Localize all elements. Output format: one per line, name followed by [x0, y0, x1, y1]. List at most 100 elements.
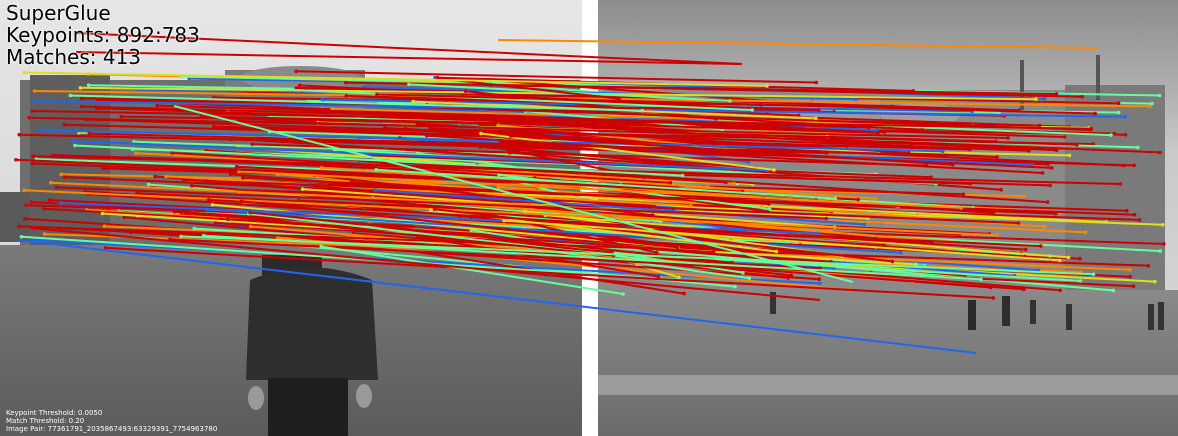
- match-line: [376, 168, 836, 200]
- keypoint-dot: [1046, 162, 1050, 167]
- keypoint-dot: [241, 175, 245, 180]
- keypoint-dot: [816, 108, 821, 112]
- keypoint-dot: [1078, 279, 1082, 283]
- keypoint-dot: [374, 168, 379, 172]
- keypoint-dot: [212, 124, 216, 129]
- keypoint-dot: [319, 244, 324, 249]
- keypoint-dot: [671, 207, 676, 211]
- keypoint-dot: [32, 89, 37, 93]
- match-line: [105, 246, 994, 299]
- keypoint-dot: [1157, 93, 1162, 98]
- keypoint-dot: [890, 259, 895, 264]
- match-line: [504, 219, 1060, 262]
- match-line: [206, 208, 901, 254]
- parameters-block: Keypoint Threshold: 0.0050 Match Thresho…: [6, 409, 217, 433]
- keypoint-dot: [796, 113, 801, 118]
- keypoint-dot: [237, 169, 241, 174]
- keypoint-dot: [373, 188, 377, 192]
- keypoint-dot: [1125, 208, 1129, 213]
- keypoint-dot: [62, 122, 67, 127]
- keypoint-dot: [234, 164, 239, 169]
- keypoint-dot: [153, 174, 157, 179]
- keypoint-dot: [730, 260, 734, 265]
- keypoint-dot: [1123, 115, 1127, 119]
- keypoint-dot: [73, 143, 77, 148]
- keypoint-dot: [920, 128, 924, 132]
- match-line: [249, 211, 733, 264]
- keypoint-dot: [122, 215, 127, 220]
- keypoint-dot: [899, 250, 903, 255]
- match-line: [39, 129, 943, 153]
- keypoint-dot: [911, 89, 916, 93]
- keypoint-dot: [14, 158, 18, 162]
- matches-count: Matches: 413: [6, 45, 142, 69]
- match-line: [465, 90, 716, 120]
- keypoint-dot: [344, 80, 348, 85]
- keypoint-dot: [29, 200, 34, 204]
- match-line: [221, 214, 614, 257]
- keypoint-dot: [30, 161, 35, 166]
- keypoint-dot: [1153, 279, 1157, 284]
- keypoint-dot: [1023, 247, 1028, 252]
- keypoint-dot: [817, 277, 821, 282]
- keypoint-dot: [1027, 148, 1031, 153]
- keypoint-dot: [403, 126, 408, 131]
- keypoint-dot: [1021, 194, 1026, 198]
- keypoint-dot: [87, 131, 92, 136]
- keypoint-dot: [375, 92, 379, 97]
- match-line: [252, 143, 927, 167]
- keypoint-dot: [71, 139, 75, 143]
- keypoint-dot: [30, 99, 34, 103]
- match-line: [429, 127, 1029, 152]
- keypoint-dot: [655, 250, 659, 255]
- keypoint-dot: [494, 145, 498, 150]
- keypoint-dot: [274, 106, 279, 111]
- keypoint-dot: [991, 296, 996, 300]
- match-line: [441, 77, 620, 100]
- keypoint-dot: [959, 206, 964, 210]
- keypoint-dot: [728, 99, 732, 103]
- keypoint-dot: [786, 276, 790, 280]
- match-line: [34, 90, 1151, 108]
- match-line: [254, 113, 790, 127]
- keypoint-dot: [1054, 92, 1059, 96]
- keypoint-dot: [206, 198, 211, 202]
- keypoint-dot: [1128, 274, 1132, 279]
- keypoint-dot: [1137, 218, 1142, 222]
- keypoint-dot: [59, 172, 63, 177]
- keypoint-dot: [1042, 224, 1047, 229]
- keypoint-dot: [929, 175, 933, 179]
- match-line: [345, 81, 1057, 95]
- keypoint-dot: [330, 107, 335, 111]
- keypoint-dot: [1075, 142, 1079, 147]
- keypoint-dot: [370, 195, 375, 200]
- keypoint-dot: [724, 180, 728, 185]
- keypoint-dot: [249, 224, 253, 229]
- match-threshold: Match Threshold: 0.20: [6, 417, 85, 425]
- match-line: [248, 212, 697, 266]
- keypoint-dot: [411, 99, 415, 104]
- keypoint-dot: [621, 292, 625, 296]
- match-line: [374, 189, 865, 226]
- keypoint-dot: [42, 232, 47, 236]
- keypoint-dot: [509, 134, 513, 138]
- match-line: [172, 152, 671, 184]
- keypoint-dot: [1132, 212, 1137, 217]
- keypoint-dot: [1037, 123, 1042, 128]
- match-line: [24, 189, 997, 237]
- match-line: [18, 225, 1149, 267]
- keypoint-dot: [1022, 287, 1026, 292]
- keypoint-dot: [818, 281, 822, 286]
- keypoint-dot: [100, 211, 105, 216]
- keypoint-dot: [319, 166, 324, 170]
- keypoint-dot: [961, 192, 966, 197]
- match-line: [239, 170, 962, 209]
- keypoint-dot: [1045, 200, 1050, 204]
- match-line: [21, 235, 679, 281]
- match-line: [89, 132, 947, 157]
- keypoint-dot: [19, 235, 24, 239]
- match-line: [61, 173, 1024, 198]
- match-line: [96, 107, 878, 134]
- match-line: [52, 154, 971, 185]
- keypoint-dot: [184, 210, 188, 215]
